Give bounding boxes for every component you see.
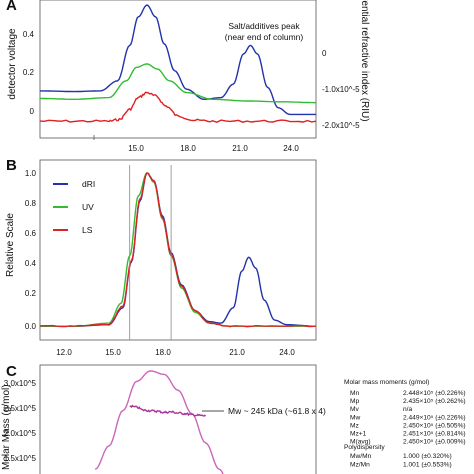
b-x-tick-label: 18.0 [155,348,171,357]
a-right-axis-label: differential refractive index (RIU) [359,0,370,122]
legend-label-uv: UV [82,202,94,212]
b-series-line-uv [40,172,316,327]
a-x-tick-label: 15.0 [128,144,144,153]
panel-c: C 3.0x10^5 2.5x10^5 2.0x10^5 1.5x10^5 Mo… [1,363,326,474]
a-left-axis-label: detector voltage [7,28,18,100]
panel-c-frame [39,364,317,474]
c-series-molar-mass [129,404,206,417]
table-title: Molar mass moments (g/mol) [344,379,429,386]
table-row-value: 2.450×10⁵ (±0.009%) [403,439,466,446]
b-y-tick-label: 0.4 [25,259,37,268]
b-y-tick-label: 0.6 [25,229,37,238]
b-x-tick-label: 21.0 [229,348,245,357]
table-row-value: n/a [403,406,412,413]
poly-row-value: 1.000 (±0.320%) [403,453,452,460]
legend-label-dri: dRI [82,179,95,189]
panel-a-left-ticks: 0.4 0.2 0 [23,30,35,116]
panel-a-frame [39,0,317,139]
a-annotation-line1: Salt/additives peak [228,21,300,31]
a-annotation-line2: (near end of column) [225,32,304,42]
panel-b-xticks: 12.0 15.0 18.0 21.0 24.0 [56,348,295,357]
b-y-tick-label: 0.2 [25,289,37,298]
polydispersity-rows: Mw/Mn 1.000 (±0.320%) Mz/Mn 1.001 (±0.553%) [350,453,452,469]
table-row-value: 2.435×10⁵ (±0.262%) [403,398,466,405]
panel-b: B 1.0 0.8 0.6 0.4 0.2 0.0 Relative Scale… [5,157,317,357]
a-x-tick-label: 21.0 [232,144,248,153]
b-x-tick-label: 24.0 [279,348,295,357]
panel-label-a: A [6,0,17,14]
poly-row-label: Mz/Mn [350,462,370,469]
c-y-tick-label: 3.0x10^5 [4,379,37,388]
panel-b-plot-area [39,165,317,340]
table-row-label: Mp [350,398,359,405]
polydispersity-title: Polydispersity [344,444,385,451]
table-row-label: Mv [350,406,359,413]
panel-a: A 0.4 0.2 0 detector voltage 0 -1.0x10^-… [6,0,370,153]
a-series-line [39,91,317,123]
table-rows: Mn 2.448×10⁵ (±0.226%) Mp 2.435×10⁵ (±0.262… [350,390,466,446]
table-row-value: 2.449×10⁵ (±0.226%) [403,414,466,421]
c-series-signal [94,370,224,474]
a-left-tick-label: 0.2 [23,68,35,77]
table-row-value: 2.451×10⁵ (±0.814%) [403,431,466,438]
table-row-label: Mz [350,422,359,429]
poly-row-value: 1.001 (±0.553%) [403,462,452,469]
b-y-tick-label: 0.0 [25,322,37,331]
a-left-tick-label: 0.4 [23,30,35,39]
panel-label-c: C [6,363,17,380]
b-series-line-ls [39,172,317,328]
a-x-tick-label: 24.0 [283,144,299,153]
molar-mass-table: Molar mass moments (g/mol) Mn 2.448×10⁵ (… [344,379,466,469]
b-y-axis-label: Relative Scale [5,213,16,277]
b-x-tick-label: 15.0 [105,348,121,357]
a-right-tick-label: -2.0x10^-5 [322,121,360,130]
a-right-tick-label: 0 [322,49,327,58]
panel-b-yticks: 1.0 0.8 0.6 0.4 0.2 0.0 [25,169,37,331]
panel-b-frame [39,159,317,341]
c-y-tick-label: 1.5x10^5 [4,454,37,463]
a-series-line [40,4,316,116]
b-series-line-dri [40,172,316,327]
table-row-label: Mn [350,390,359,397]
b-y-tick-label: 1.0 [25,169,37,178]
b-x-tick-label: 12.0 [56,348,72,357]
table-row-label: Mw [350,414,360,421]
table-row-label: Mz+1 [350,431,367,438]
panel-label-b: B [6,157,17,174]
panel-c-plot-area [94,370,224,474]
poly-row-label: Mw/Mn [350,453,372,460]
table-row-label: M(avg) [350,439,371,446]
a-series-line [40,63,317,104]
table-row-value: 2.448×10⁵ (±0.226%) [403,390,466,397]
c-annotation: Mw ~ 245 kDa (~61.8 x 4) [228,406,326,416]
panel-b-legend: dRI UV LS [53,179,95,235]
a-right-tick-label: -1.0x10^-5 [322,85,360,94]
legend-label-ls: LS [82,225,93,235]
c-y-axis-label: Molar Mass (g/mol) [1,384,12,470]
table-row-value: 2.450×10⁵ (±0.505%) [403,422,466,429]
panel-a-xticks: 15.0 18.0 21.0 24.0 [128,144,299,153]
c-y-tick-label: 2.0x10^5 [4,429,37,438]
b-y-tick-label: 0.8 [25,199,37,208]
panel-a-right-ticks: 0 -1.0x10^-5 -2.0x10^-5 [322,49,360,130]
a-left-tick-label: 0 [30,107,35,116]
panel-a-plot-area [39,4,317,123]
c-y-tick-label: 2.5x10^5 [4,404,37,413]
panel-c-yticks: 3.0x10^5 2.5x10^5 2.0x10^5 1.5x10^5 [4,379,37,463]
a-x-tick-label: 18.0 [180,144,196,153]
